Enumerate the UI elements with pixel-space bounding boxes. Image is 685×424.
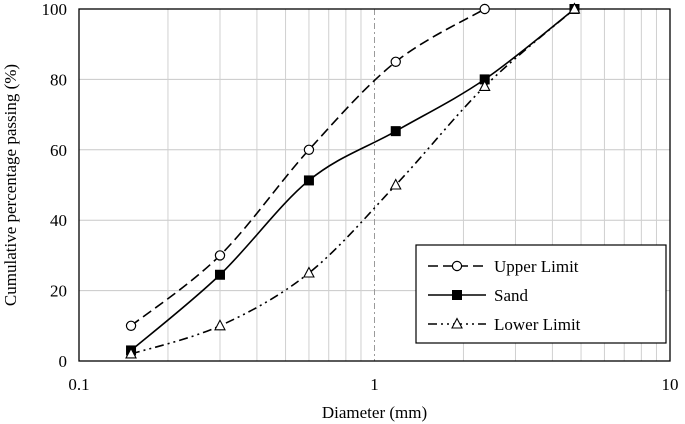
data-point-upper-limit (125, 320, 137, 331)
y-axis-title: Cumulative percentage passing (%) (1, 64, 20, 306)
y-tick-label: 80 (50, 70, 67, 89)
x-axis-title: Diameter (mm) (322, 403, 427, 422)
data-point-lower-limit (478, 79, 491, 91)
y-tick-label: 60 (50, 141, 67, 160)
data-point-sand (303, 175, 314, 186)
x-axis-ticks: 0.1 1 10 (68, 375, 678, 394)
data-point-sand (479, 74, 490, 85)
series-layer (125, 2, 581, 359)
data-point-upper-limit (303, 144, 315, 155)
legend-label-sand: Sand (494, 286, 529, 305)
data-point-sand (214, 269, 225, 280)
x-tick-label: 1 (370, 375, 379, 394)
legend-label-lower-limit: Lower Limit (494, 315, 581, 334)
series-lower-limit (125, 2, 581, 359)
series-line-sand (130, 8, 575, 352)
y-tick-label: 40 (50, 211, 67, 230)
data-point-lower-limit (214, 319, 226, 331)
data-point-sand (390, 126, 401, 137)
data-point-upper-limit (214, 250, 226, 261)
data-point-lower-limit (303, 266, 315, 278)
data-point-upper-limit (390, 56, 401, 68)
y-tick-label: 100 (42, 0, 68, 19)
x-tick-label: 10 (662, 375, 679, 394)
data-point-lower-limit (125, 347, 137, 359)
legend-marker-sand (452, 290, 462, 300)
grid-lines (79, 9, 670, 361)
series-line-upper-limit (130, 8, 486, 327)
data-point-lower-limit (568, 2, 581, 14)
plot-frame (78, 8, 671, 362)
legend: Upper Limit Sand Lower Limit (415, 244, 667, 344)
legend-label-upper-limit: Upper Limit (494, 257, 579, 276)
series-upper-limit (125, 3, 490, 331)
data-point-lower-limit (389, 178, 402, 190)
legend-marker-lower-limit (451, 317, 463, 329)
y-axis-ticks: 0 20 40 60 80 100 (42, 0, 68, 371)
legend-marker-upper-limit (451, 260, 463, 272)
y-tick-label: 0 (59, 352, 68, 371)
y-tick-label: 20 (50, 282, 67, 301)
x-tick-label: 0.1 (68, 375, 89, 394)
data-point-upper-limit (479, 3, 490, 15)
